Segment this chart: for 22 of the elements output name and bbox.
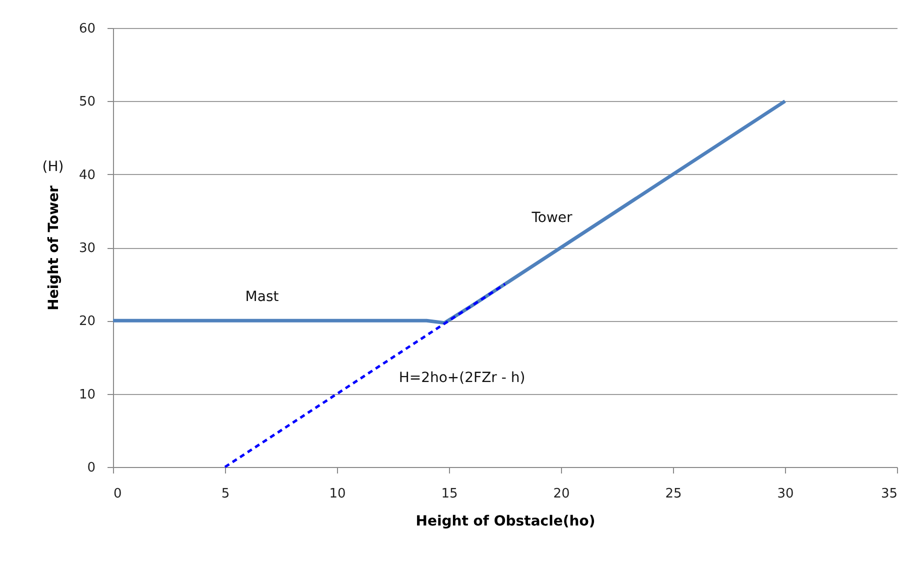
- x-tick-label: 0: [114, 486, 122, 502]
- annotation: Mast: [245, 289, 280, 305]
- y-tick-label: 20: [78, 314, 96, 330]
- x-tick-label: 20: [553, 486, 570, 502]
- y-tick-label: 50: [78, 94, 96, 110]
- y-axis-title: Height of Tower: [46, 186, 62, 310]
- y-tick-label: 40: [78, 168, 96, 183]
- line-series: [111, 99, 787, 325]
- x-tick-label: 30: [777, 486, 794, 502]
- y-tick-label: 10: [78, 387, 96, 402]
- x-tick-label: 35: [880, 486, 898, 502]
- y-tick-label: 30: [78, 241, 96, 256]
- annotation: Tower: [530, 210, 573, 226]
- x-tick-label: 10: [329, 486, 346, 502]
- x-tick-label: 15: [441, 486, 458, 502]
- x-axis-title: Height of Obstacle(ho): [416, 514, 596, 530]
- y-tick-label: 60: [78, 22, 96, 36]
- y-tick-label: 0: [87, 460, 96, 476]
- text: (H): [42, 159, 64, 175]
- annotation: H=2ho+(2FZr - h): [398, 370, 526, 386]
- x-tick-label: 5: [221, 486, 230, 502]
- x-tick-label: 25: [665, 486, 682, 502]
